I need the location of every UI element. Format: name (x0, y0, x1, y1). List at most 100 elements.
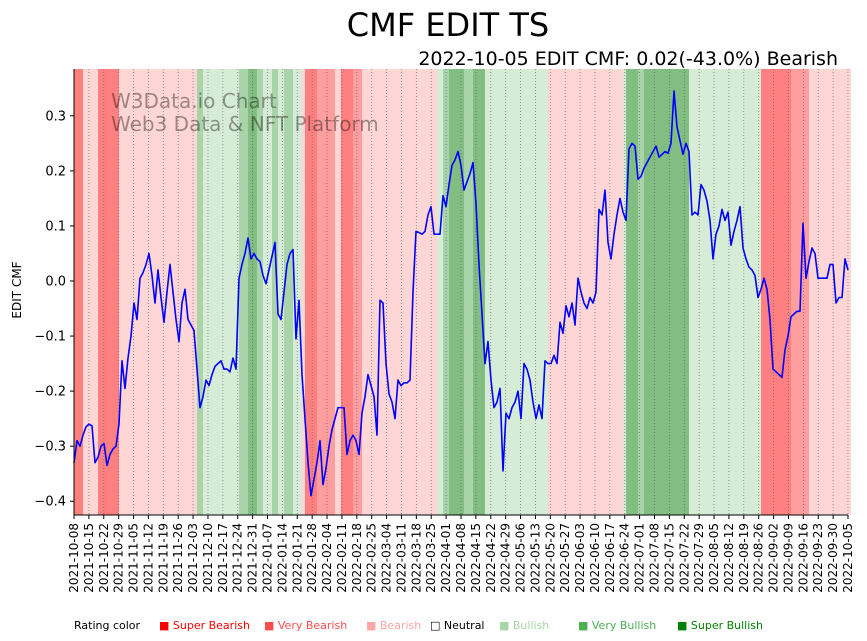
rating-band (341, 69, 353, 515)
rating-band (278, 69, 284, 515)
x-tick-label: 2022-05-27 (558, 523, 572, 593)
x-tick-label: 2022-01-21 (290, 523, 304, 593)
x-tick-label: 2022-01-07 (261, 523, 275, 593)
x-tick-label: 2022-02-11 (335, 523, 349, 593)
x-tick-label: 2022-04-29 (499, 523, 513, 593)
rating-band (353, 69, 362, 515)
x-tick-label: 2022-04-22 (484, 523, 498, 593)
x-tick-label: 2022-08-05 (707, 523, 721, 593)
rating-band (257, 69, 263, 515)
rating-band (74, 69, 83, 515)
y-tick-label: 0.2 (45, 164, 66, 179)
chart-subtitle: 2022-10-05 EDIT CMF: 0.02(-43.0%) Bearis… (418, 48, 838, 70)
x-tick-label: 2022-08-12 (722, 523, 736, 593)
y-axis-ticks: −0.4 −0.3 −0.2 −0.1 0.0 0.1 0.2 0.3 (34, 109, 74, 510)
rating-band (83, 69, 98, 515)
legend-title: Rating color (74, 619, 141, 632)
x-tick-label: 2022-03-11 (394, 523, 408, 593)
x-tick-label: 2021-12-17 (216, 523, 230, 593)
x-tick-label: 2021-10-29 (112, 523, 126, 593)
legend-item: ■ Bullish (499, 619, 549, 632)
rating-band (317, 69, 335, 515)
x-tick-label: 2022-07-22 (677, 523, 691, 593)
x-tick-label: 2022-04-15 (469, 523, 483, 593)
legend-item: ■ Super Bearish (159, 619, 250, 632)
y-tick-label: 0.3 (45, 109, 66, 124)
rating-band (638, 69, 644, 515)
x-tick-label: 2022-02-04 (320, 523, 334, 593)
rating-band (272, 69, 278, 515)
x-tick-label: 2022-04-01 (439, 523, 453, 593)
legend-item: ■ Bearish (366, 619, 421, 632)
x-tick-label: 2022-03-04 (380, 523, 394, 593)
rating-band (284, 69, 293, 515)
x-tick-label: 2021-11-26 (171, 523, 185, 593)
rating-band (464, 69, 473, 515)
x-tick-label: 2022-08-26 (752, 523, 766, 593)
x-tick-label: 2021-12-10 (201, 523, 215, 593)
cmf-line (73, 90, 849, 497)
rating-band (689, 69, 761, 515)
x-tick-label: 2022-07-08 (648, 523, 662, 593)
x-tick-label: 2021-11-05 (127, 523, 141, 593)
watermark-line-1: W3Data.io Chart (111, 89, 277, 113)
x-tick-label: 2022-10-05 (841, 523, 855, 593)
x-tick-label: 2022-06-17 (603, 523, 617, 593)
rating-band (305, 69, 317, 515)
chart-title: CMF EDIT TS (347, 6, 549, 44)
rating-band (809, 69, 851, 515)
y-tick-label: 0.0 (45, 274, 66, 289)
x-tick-label: 2022-06-24 (618, 523, 632, 593)
x-axis-ticks: 2021-10-08 2021-10-15 2021-10-22 2021-10-29… (67, 515, 855, 593)
x-tick-label: 2022-04-08 (454, 523, 468, 593)
x-tick-label: 2022-05-06 (514, 523, 528, 593)
x-tick-label: 2022-05-20 (543, 523, 557, 593)
rating-band (761, 69, 791, 515)
x-tick-label: 2022-03-25 (424, 523, 438, 593)
x-tick-label: 2022-01-28 (305, 523, 319, 593)
x-tick-label: 2022-08-19 (737, 523, 751, 593)
x-tick-label: 2021-10-08 (67, 523, 81, 593)
y-tick-label: −0.2 (34, 385, 66, 400)
rating-band (485, 69, 548, 515)
legend-item: ■ Super Bullish (677, 619, 763, 632)
y-tick-label: −0.1 (34, 330, 66, 345)
x-tick-label: 2022-09-02 (767, 523, 781, 593)
rating-band (626, 69, 638, 515)
rating-band (551, 69, 623, 515)
rating-band (449, 69, 464, 515)
legend-item: ■ Very Bearish (264, 619, 347, 632)
y-axis-label: EDIT CMF (10, 261, 24, 318)
rating-band (437, 69, 443, 515)
x-tick-label: 2022-05-13 (528, 523, 542, 593)
rating-band (203, 69, 239, 515)
x-tick-label: 2021-11-12 (141, 523, 155, 593)
y-tick-label: 0.1 (45, 219, 66, 234)
rating-band (335, 69, 341, 515)
cmf-series (73, 90, 849, 497)
rating-band (644, 69, 689, 515)
watermark-line-2: Web3 Data & NFT Platform (111, 112, 379, 136)
x-tick-label: 2021-12-31 (246, 523, 260, 593)
x-tick-label: 2022-07-15 (662, 523, 676, 593)
rating-legend: Rating color ■ Super Bearish ■ Very Beari… (74, 619, 763, 632)
x-tick-label: 2021-12-03 (186, 523, 200, 593)
x-tick-label: 2022-01-14 (275, 523, 289, 593)
x-tick-label: 2022-09-09 (781, 523, 795, 593)
x-tick-label: 2022-06-03 (573, 523, 587, 593)
x-tick-label: 2022-07-01 (633, 523, 647, 593)
x-tick-label: 2022-02-25 (365, 523, 379, 593)
x-tick-label: 2021-12-24 (231, 523, 245, 593)
rating-band (362, 69, 437, 515)
legend-item: □ Neutral (430, 619, 485, 632)
x-tick-label: 2022-06-10 (588, 523, 602, 593)
rating-band (302, 69, 305, 515)
x-tick-label: 2021-10-15 (82, 523, 96, 593)
x-tick-label: 2022-03-18 (409, 523, 423, 593)
y-tick-label: −0.3 (34, 440, 66, 455)
x-tick-label: 2022-02-18 (350, 523, 364, 593)
rating-band (239, 69, 248, 515)
x-tick-label: 2022-09-30 (826, 523, 840, 593)
rating-band (473, 69, 485, 515)
